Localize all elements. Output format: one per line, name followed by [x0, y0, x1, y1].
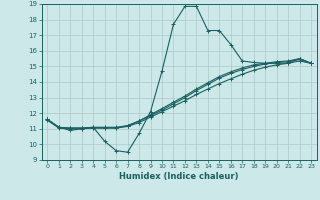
- X-axis label: Humidex (Indice chaleur): Humidex (Indice chaleur): [119, 172, 239, 181]
